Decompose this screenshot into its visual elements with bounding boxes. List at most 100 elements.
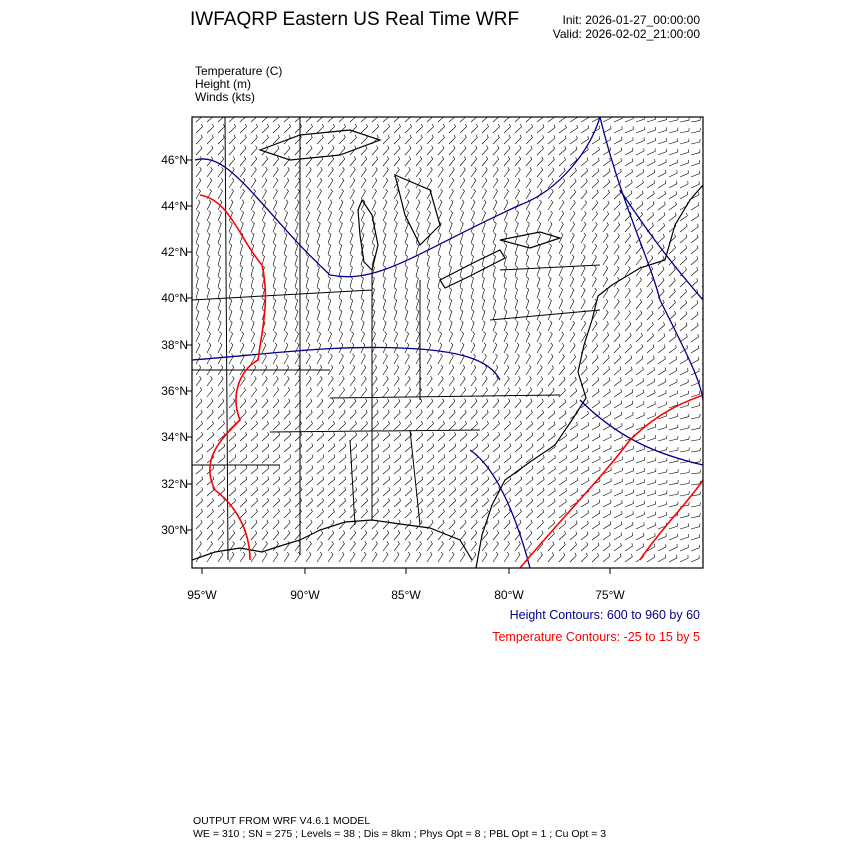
wind-barb [382, 177, 389, 189]
wind-barb [217, 298, 222, 310]
wind-barb [646, 180, 655, 189]
wind-barb [525, 364, 532, 376]
wind-barb [448, 420, 456, 431]
wind-barb [327, 199, 333, 211]
wind-barb [602, 400, 611, 409]
wind-barb [393, 177, 400, 189]
wind-barb [613, 126, 623, 134]
wind-barb [371, 551, 378, 563]
wind-barb [481, 331, 486, 343]
wind-barb [437, 210, 442, 222]
wind-barb [371, 376, 378, 387]
wind-barb [382, 431, 391, 442]
wind-barb [591, 243, 598, 255]
wind-barb [250, 254, 254, 266]
wind-barb [470, 420, 478, 431]
wind-barb [448, 454, 457, 464]
wind-barb [371, 320, 376, 332]
wind-barb [646, 522, 656, 530]
wind-barb [668, 322, 677, 332]
wind-barb [327, 177, 334, 189]
wind-barb [536, 276, 541, 288]
wind-barb [239, 465, 248, 475]
wind-barb [481, 364, 488, 376]
wind-barb [558, 477, 567, 486]
wind-barb [525, 331, 531, 343]
wind-barb [316, 454, 325, 464]
wind-barb [415, 298, 420, 310]
wind-barb [426, 443, 435, 453]
wind-barb [261, 123, 269, 134]
wind-barb [250, 145, 258, 156]
wind-barb [349, 487, 358, 497]
wind-barb [668, 180, 678, 189]
wind-barb [338, 117, 346, 123]
wind-barb [415, 519, 423, 530]
wind-barb [228, 188, 234, 200]
wind-barb [536, 443, 545, 453]
wind-barb [404, 177, 411, 189]
wind-barb [261, 342, 267, 354]
wind-barb [668, 212, 677, 222]
wind-barb [558, 146, 567, 156]
wind-barb [195, 409, 203, 420]
wind-barb [547, 254, 552, 266]
wind-barb [580, 135, 589, 145]
lat-label: 40°N [161, 291, 188, 305]
wind-barb [635, 310, 643, 321]
wind-barb [415, 398, 423, 409]
wind-barb [305, 145, 313, 156]
wind-barb [294, 342, 300, 354]
wind-barb [404, 353, 410, 365]
wind-barb [239, 420, 247, 431]
wind-barb [525, 508, 533, 519]
wind-barb [470, 331, 475, 343]
wind-barb [525, 221, 530, 233]
wind-barb [349, 298, 354, 310]
wind-barb [195, 199, 201, 211]
wind-barb [580, 254, 586, 266]
wind-barb [580, 422, 589, 431]
wind-barb [393, 487, 402, 497]
temperature-contour-info: Temperature Contours: -25 to 15 by 5 [492, 630, 700, 644]
wind-barb [404, 167, 411, 178]
wind-barb [206, 156, 214, 167]
wind-barb [316, 276, 320, 288]
wind-barb [459, 309, 464, 321]
wind-barb [195, 465, 204, 475]
wind-barb [327, 530, 335, 541]
wind-barb [591, 276, 597, 288]
wind-barb [415, 551, 422, 563]
wind-barb [393, 320, 398, 332]
wind-barb [690, 436, 701, 442]
wind-barb [250, 519, 258, 530]
wind-barb [690, 469, 701, 475]
wind-barb [470, 221, 475, 233]
wind-barb [206, 287, 210, 299]
wind-barb [613, 222, 621, 233]
wind-barb [514, 309, 519, 321]
wind-barb [448, 287, 452, 299]
wind-barb [360, 420, 368, 431]
wind-barb [503, 265, 507, 277]
wind-barb [239, 167, 246, 178]
wind-barb [602, 222, 609, 233]
wind-barb [525, 254, 530, 266]
wind-barb [613, 553, 622, 563]
wind-barb [338, 353, 344, 365]
wind-barb [305, 232, 310, 244]
wind-barb [459, 409, 467, 420]
wind-barb [690, 425, 701, 431]
wind-barb [316, 145, 324, 156]
wind-barb [470, 254, 474, 266]
wind-barb [646, 355, 655, 365]
wind-barb [470, 465, 479, 475]
wind-barb [371, 508, 379, 519]
wind-barb [459, 167, 466, 178]
wind-barb [580, 221, 587, 233]
wind-barb [613, 332, 621, 343]
wind-barb [393, 551, 400, 563]
wind-barb [217, 443, 226, 453]
wind-barb [327, 210, 332, 222]
wind-barb [228, 298, 233, 310]
